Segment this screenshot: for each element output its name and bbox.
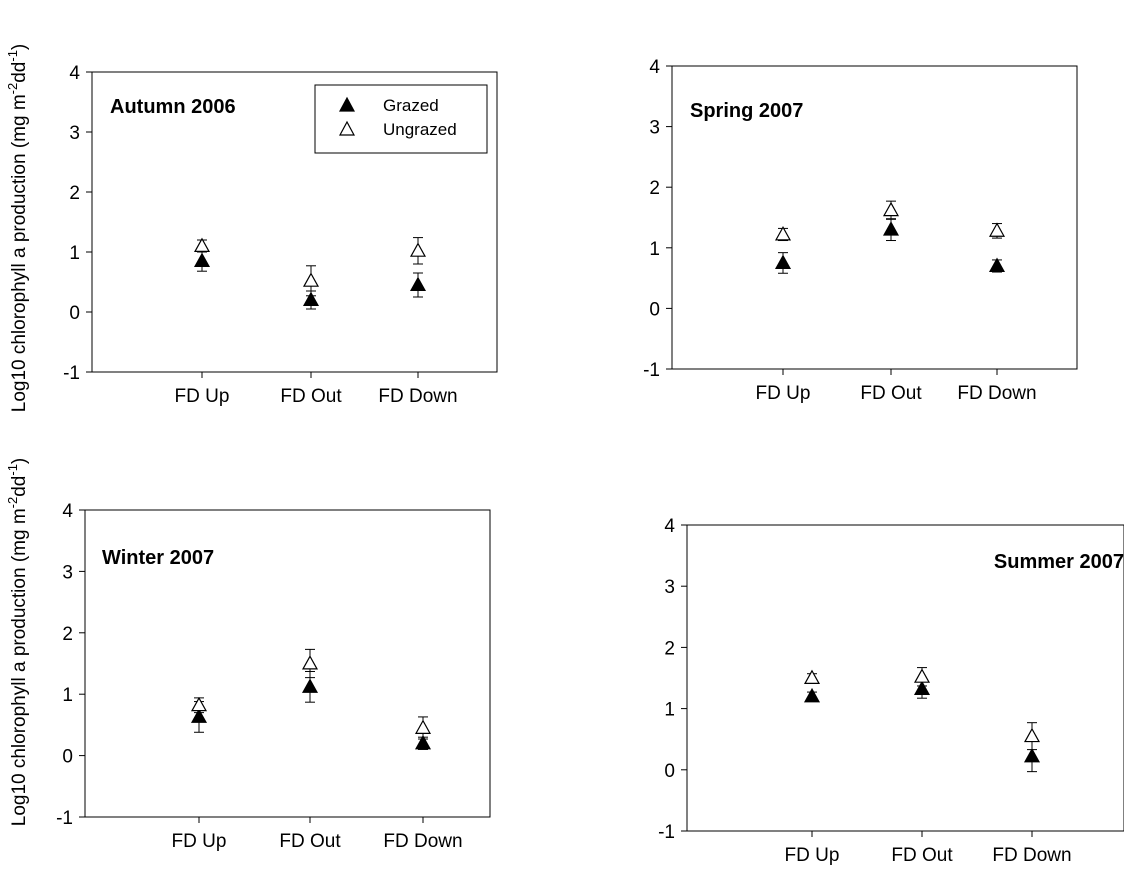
x-tick-label: FD Out — [280, 386, 342, 407]
y-tick-label: -1 — [56, 808, 73, 829]
panel-title: Winter 2007 — [102, 547, 214, 569]
panel-0: -1 0 1 2 3 4 FD Up FD Out FD Down Autumn 2006 Graz… — [63, 63, 498, 407]
panel-title: Autumn 2006 — [110, 96, 236, 118]
x-tick-label: FD Up — [756, 383, 811, 404]
y-tick-label: 0 — [69, 303, 80, 324]
x-tick-label: FD Up — [175, 386, 230, 407]
grazed-point — [774, 254, 792, 269]
x-tick-label: FD Out — [279, 831, 341, 852]
grazed-point — [301, 678, 319, 693]
x-tick-label: FD Down — [378, 386, 457, 407]
y-tick-label: 4 — [62, 501, 73, 522]
grazed-point — [193, 252, 211, 267]
y-tick-label: 1 — [69, 243, 80, 264]
ungrazed-point — [988, 222, 1006, 237]
x-tick-label: FD Up — [172, 831, 227, 852]
y-tick-label: -1 — [63, 363, 80, 384]
y-tick-label: 2 — [664, 638, 675, 659]
ungrazed-point — [913, 668, 931, 683]
y-tick-label: 2 — [69, 183, 80, 204]
x-tick-label: FD Out — [891, 845, 953, 866]
grazed-point — [882, 221, 900, 236]
ungrazed-point — [302, 272, 320, 287]
y-tick-label: 3 — [69, 123, 80, 144]
x-tick-label: FD Down — [383, 831, 462, 852]
legend-grazed-symbol — [338, 96, 356, 112]
legend-label: Ungrazed — [383, 120, 457, 139]
ungrazed-point — [414, 719, 432, 734]
ungrazed-point — [193, 237, 211, 252]
legend-ungrazed-symbol — [338, 120, 356, 136]
panel-2: -1 0 1 2 3 4 FD Up FD Out FD Down Winter 2007 — [56, 501, 491, 852]
x-tick-label: FD Up — [785, 845, 840, 866]
grazed-point — [988, 257, 1006, 272]
grazed-point — [414, 734, 432, 750]
plot-frame — [686, 524, 1124, 832]
x-tick-label: FD Down — [957, 383, 1036, 404]
plot-frame — [671, 65, 1078, 370]
y-tick-label: 1 — [62, 685, 73, 706]
x-tick-label: FD Out — [860, 383, 922, 404]
panel-1: -1 0 1 2 3 4 FD Up FD Out FD Down Spring 2007 — [643, 57, 1078, 404]
panel-title: Spring 2007 — [690, 100, 803, 122]
plot-frame — [84, 509, 491, 818]
y-tick-label: -1 — [643, 360, 660, 381]
panel-title: Summer 2007 — [994, 551, 1124, 573]
plot-frame — [91, 71, 498, 373]
y-tick-label: 4 — [664, 516, 675, 537]
grazed-point — [409, 276, 427, 291]
ungrazed-point — [301, 655, 319, 670]
grazed-point — [302, 291, 320, 306]
y-tick-label: 2 — [62, 624, 73, 645]
y-tick-label: 4 — [649, 57, 660, 78]
y-tick-label: 3 — [649, 118, 660, 139]
legend-label: Grazed — [383, 96, 439, 115]
ungrazed-point — [774, 226, 792, 241]
legend-box — [314, 84, 488, 154]
panel-3: -1 0 1 2 3 4 FD Up FD Out FD Down Summer 2007 — [658, 516, 1124, 866]
y-tick-label: 4 — [69, 63, 80, 84]
y-tick-label: 3 — [664, 577, 675, 598]
y-tick-label: -1 — [658, 822, 675, 843]
ungrazed-point — [409, 242, 427, 257]
ungrazed-point — [882, 201, 900, 217]
y-tick-label: 1 — [664, 700, 675, 721]
ungrazed-point — [803, 669, 821, 685]
y-tick-label: 3 — [62, 562, 73, 583]
y-tick-label: 2 — [649, 178, 660, 199]
ungrazed-point — [190, 696, 208, 712]
y-tick-label: 0 — [649, 299, 660, 320]
y-tick-label: 0 — [664, 761, 675, 782]
y-axis-label-upper: Log10 chlorophyll a production (mg m-2dd… — [5, 44, 30, 413]
x-tick-label: FD Down — [992, 845, 1071, 866]
ungrazed-point — [1023, 727, 1041, 743]
grazed-point — [913, 680, 931, 696]
y-tick-label: 0 — [62, 747, 73, 768]
y-tick-label: 1 — [649, 239, 660, 260]
grazed-point — [1023, 747, 1041, 763]
y-axis-label-lower: Log10 chlorophyll a production (mg m-2dd… — [5, 458, 30, 827]
grazed-point — [190, 708, 208, 723]
grazed-point — [803, 687, 821, 703]
